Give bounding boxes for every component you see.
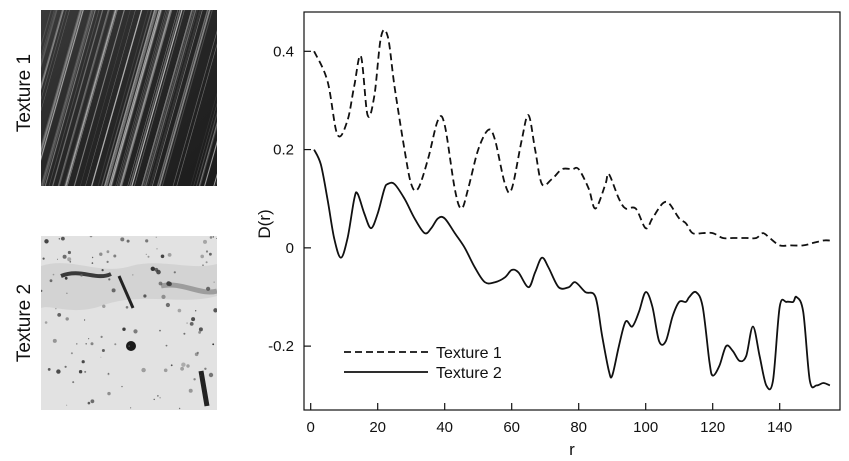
y-axis-label: D(r) bbox=[255, 209, 274, 238]
x-tick-label: 40 bbox=[436, 419, 453, 436]
texture-1-image bbox=[41, 10, 217, 186]
x-tick-label: 80 bbox=[570, 419, 587, 436]
x-tick-label: 100 bbox=[633, 419, 658, 436]
y-tick-label: -0.2 bbox=[268, 338, 294, 355]
series-line-texture-2 bbox=[313, 149, 831, 391]
legend-label-texture-1: Texture 1 bbox=[436, 345, 502, 362]
series-line-texture-1 bbox=[313, 28, 830, 247]
x-tick-label: 20 bbox=[369, 419, 386, 436]
x-tick-label: 140 bbox=[767, 419, 792, 436]
x-tick-label: 0 bbox=[307, 419, 315, 436]
y-tick-label: 0.4 bbox=[273, 43, 294, 60]
legend: Texture 1 Texture 2 bbox=[344, 345, 502, 382]
legend-label-texture-2: Texture 2 bbox=[436, 365, 502, 382]
x-tick-label: 120 bbox=[700, 419, 725, 436]
texture-2-image bbox=[41, 236, 217, 410]
plot-frame bbox=[303, 11, 841, 411]
y-tick-label: 0 bbox=[286, 240, 294, 257]
x-tick-label: 60 bbox=[503, 419, 520, 436]
x-axis-label: r bbox=[569, 440, 575, 459]
y-tick-label: 0.2 bbox=[273, 142, 294, 159]
